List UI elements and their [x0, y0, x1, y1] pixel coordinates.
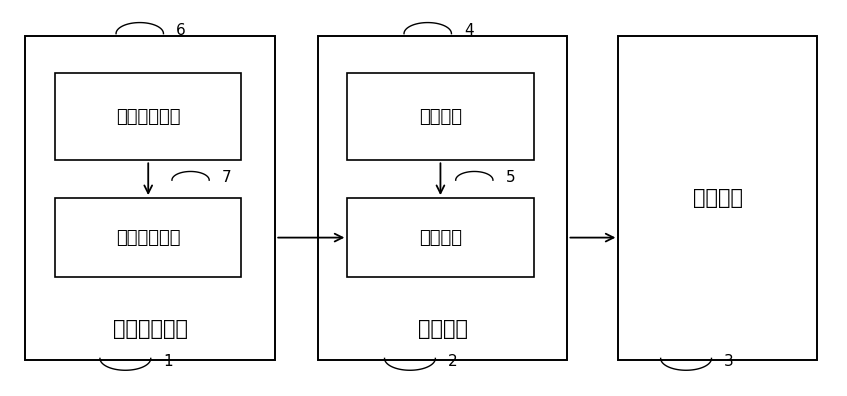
- Bar: [347, 73, 534, 160]
- Bar: [347, 198, 534, 277]
- Text: 5: 5: [506, 170, 515, 185]
- Text: 3: 3: [724, 354, 734, 369]
- Text: 2: 2: [448, 354, 457, 369]
- Text: 信号转换单元: 信号转换单元: [116, 228, 180, 247]
- Text: 转码单元: 转码单元: [419, 228, 462, 247]
- Bar: [55, 198, 241, 277]
- Bar: [318, 36, 567, 360]
- Text: 赋値单元: 赋値单元: [419, 108, 462, 126]
- Text: 存储单元: 存储单元: [693, 188, 743, 208]
- Text: 6: 6: [176, 23, 186, 38]
- Text: 7: 7: [222, 170, 231, 185]
- Bar: [25, 36, 275, 360]
- Text: 环境感知单元: 环境感知单元: [116, 108, 180, 126]
- Bar: [618, 36, 817, 360]
- Text: 1: 1: [163, 354, 173, 369]
- Text: 编码单元: 编码单元: [418, 319, 468, 339]
- Text: 4: 4: [464, 23, 473, 38]
- Text: 信号发生单元: 信号发生单元: [113, 319, 188, 339]
- Bar: [55, 73, 241, 160]
